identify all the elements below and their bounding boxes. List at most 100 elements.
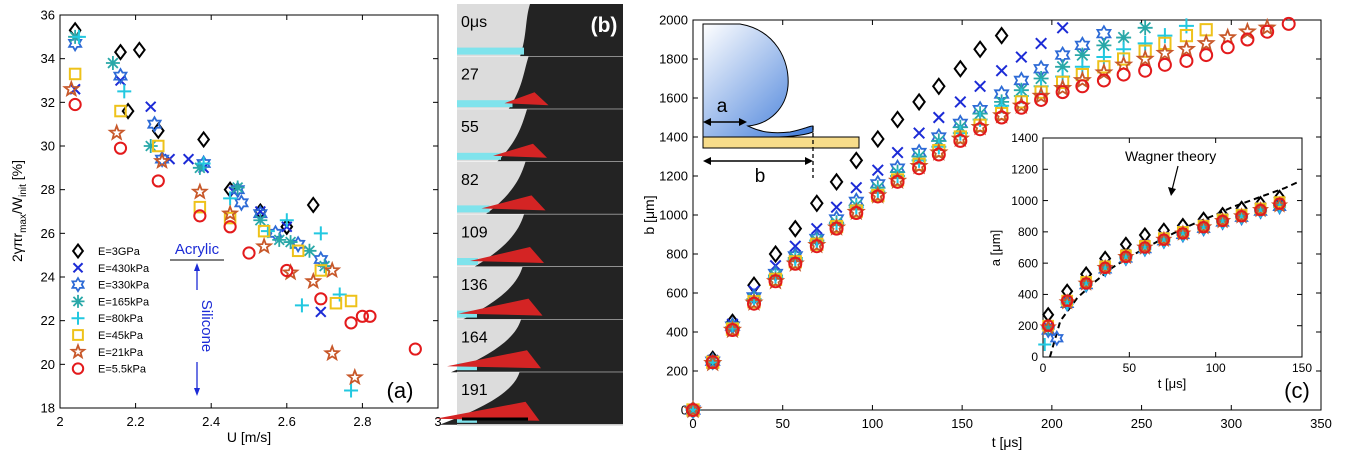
panel-c-label: (c) xyxy=(1284,378,1310,403)
inset-xlabel: t [μs] xyxy=(1158,376,1186,391)
data-point xyxy=(810,222,823,235)
data-point xyxy=(830,201,843,214)
reflection xyxy=(457,258,478,265)
panel-c-ylabel: b [μm] xyxy=(641,195,657,234)
data-point xyxy=(1138,63,1153,78)
panel-a-ticks: 2 2.2 2.4 2.6 2.8 3 18 20 22 24 26 28 30 32 34 36 xyxy=(41,8,442,429)
data-point xyxy=(1053,78,1073,97)
wagner-theory-curve xyxy=(1048,180,1299,358)
data-point xyxy=(850,181,863,194)
data-point xyxy=(1176,39,1197,58)
data-point xyxy=(973,122,988,137)
data-point xyxy=(151,174,165,188)
y-tick-label: 400 xyxy=(1018,288,1038,302)
red-film xyxy=(458,298,543,316)
reflection xyxy=(457,310,477,318)
data-point xyxy=(1097,60,1111,74)
y-tick-label: 36 xyxy=(41,8,55,23)
data-point xyxy=(294,298,309,313)
data-point xyxy=(1075,79,1090,94)
data-point xyxy=(279,213,294,228)
y-tick-label: 800 xyxy=(666,247,688,262)
data-point xyxy=(789,240,802,253)
y-tick-label: 22 xyxy=(41,313,55,328)
label-a: a xyxy=(717,96,728,117)
data-point xyxy=(1031,85,1051,105)
x-tick-label: 3 xyxy=(434,414,441,429)
film-frame: 109 xyxy=(457,214,623,268)
legend-label: E=80kPa xyxy=(98,313,144,325)
data-point xyxy=(1049,329,1064,347)
panel-b-label: (b) xyxy=(591,14,618,37)
data-point xyxy=(871,164,884,177)
data-point xyxy=(152,139,165,153)
data-point xyxy=(768,274,783,289)
data-point xyxy=(1041,322,1055,336)
data-point xyxy=(829,172,844,192)
arrow-a-right-head xyxy=(739,118,747,126)
data-point xyxy=(355,309,369,323)
data-point xyxy=(1158,36,1172,51)
data-point xyxy=(223,191,238,206)
panel-a-marks xyxy=(62,21,422,398)
data-point xyxy=(117,84,132,99)
annotation-acrylic: Acrylic xyxy=(175,241,220,258)
frame-time-label: 164 xyxy=(461,330,488,347)
data-point xyxy=(114,104,127,118)
data-point xyxy=(242,246,256,260)
data-point xyxy=(105,56,120,71)
reflection xyxy=(457,205,490,213)
data-point xyxy=(1098,261,1112,275)
data-point xyxy=(1038,337,1052,351)
y-tick-label: 34 xyxy=(41,51,55,66)
y-tick-label: 2000 xyxy=(659,13,688,28)
data-point xyxy=(230,180,246,199)
data-point xyxy=(1056,21,1069,34)
x-tick-label: 200 xyxy=(1041,416,1063,431)
data-point xyxy=(107,123,126,141)
data-point xyxy=(146,115,163,134)
data-point xyxy=(1254,203,1267,217)
y-tick-label: 400 xyxy=(666,325,688,340)
red-film xyxy=(470,247,544,263)
data-point xyxy=(953,133,968,148)
y-tick-label: 32 xyxy=(41,95,55,110)
data-point xyxy=(1138,44,1152,58)
data-point xyxy=(344,316,358,330)
data-point xyxy=(323,260,342,279)
data-point xyxy=(954,95,967,108)
x-tick-label: 50 xyxy=(1123,361,1137,375)
drop-silhouette xyxy=(520,4,623,57)
data-point xyxy=(344,294,358,308)
legend-label: E=5.5kPa xyxy=(98,364,147,376)
label-b: b xyxy=(755,166,766,187)
data-point xyxy=(254,205,266,218)
data-point xyxy=(143,139,158,153)
y-tick-label: 800 xyxy=(1018,225,1038,239)
data-point xyxy=(68,67,82,81)
panel-c: 0 50 100 150 200 250 300 3500200400600800100012… xyxy=(641,13,1332,450)
panel-a-frame xyxy=(59,14,439,409)
red-film xyxy=(481,195,546,211)
data-point xyxy=(1116,30,1132,46)
data-point xyxy=(62,79,81,97)
legend-marker xyxy=(71,294,85,308)
inset-ticks: 0 50 100 150 0 200 400 600 800 1000 1200 1400 xyxy=(1011,131,1312,375)
data-point xyxy=(1273,197,1286,210)
data-point xyxy=(197,130,211,149)
data-point xyxy=(1119,250,1133,264)
data-point xyxy=(994,110,1009,125)
frame-time-label: 82 xyxy=(461,172,479,189)
inset-frame xyxy=(1042,137,1303,358)
data-point xyxy=(233,194,250,212)
data-point xyxy=(1257,17,1277,36)
data-point xyxy=(1179,53,1194,68)
data-point xyxy=(152,151,172,169)
legend-label: E=45kPa xyxy=(98,330,144,342)
reflection xyxy=(457,363,477,371)
panel-c-ticks: 0 50 100 150 200 250 300 3500200400600800100012… xyxy=(659,13,1332,431)
panel-c-marks xyxy=(683,16,1296,420)
legend-marker xyxy=(72,262,84,274)
y-tick-label: 1000 xyxy=(1011,194,1038,208)
